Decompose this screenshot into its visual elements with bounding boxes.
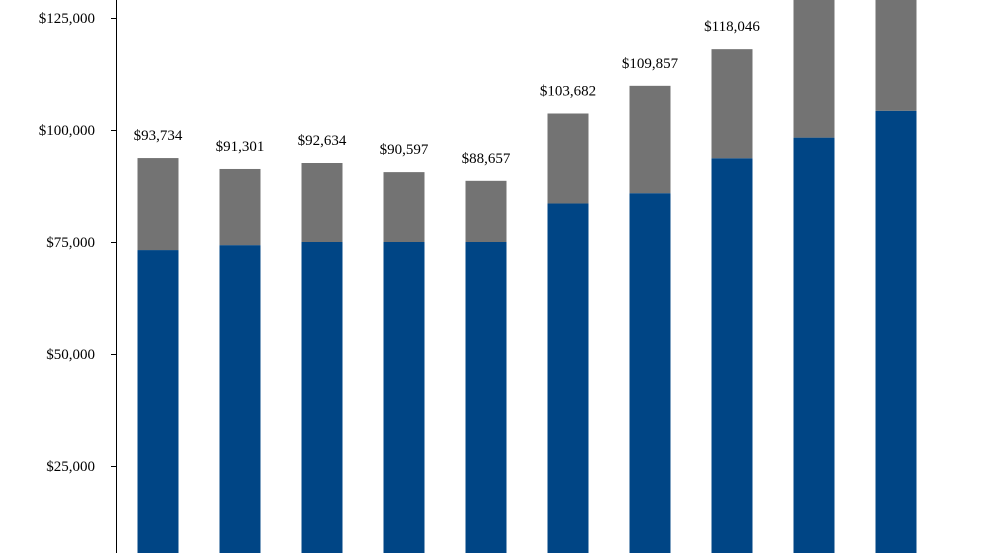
bar-segment-series-2: [793, 0, 835, 138]
data-labels-layer: $93,734 $91,301 $92,634 $90,597 $88,657 $103,…: [134, 19, 761, 167]
bars-layer: [137, 0, 917, 553]
y-tick-label: $100,000: [39, 123, 95, 139]
bar-total-label: $109,857: [622, 56, 679, 72]
bar-segment-series-2: [711, 49, 753, 159]
bar-total-label: $88,657: [462, 151, 511, 167]
bar-total-label: $103,682: [540, 84, 596, 100]
y-tick-label: $125,000: [39, 11, 95, 27]
y-axis: $25,000 $50,000 $75,000 $100,000 $125,000: [39, 0, 117, 553]
bar-total-label: $92,634: [298, 133, 347, 149]
bar-segment-series-2: [383, 172, 425, 242]
bar-segment-series-1: [875, 110, 917, 553]
bar-segment-series-1: [137, 250, 179, 553]
bar-segment-series-1: [219, 245, 261, 553]
bar-segment-series-2: [219, 168, 261, 246]
bar-segment-series-1: [629, 193, 671, 553]
bar-segment-series-2: [465, 180, 507, 242]
bar-segment-series-2: [301, 162, 343, 242]
bar-segment-series-1: [465, 242, 507, 553]
bar-total-label: $91,301: [216, 139, 265, 155]
bar-segment-series-1: [383, 242, 425, 553]
bar-segment-series-2: [629, 85, 671, 194]
y-tick-label: $25,000: [46, 459, 95, 475]
bar-segment-series-1: [711, 158, 753, 553]
bar-segment-series-2: [547, 113, 589, 204]
bar-segment-series-1: [547, 203, 589, 553]
bar-total-label: $90,597: [380, 142, 429, 158]
y-tick-label: $50,000: [46, 347, 95, 363]
bar-segment-series-2: [137, 158, 179, 251]
y-tick-label: $75,000: [46, 235, 95, 251]
bar-total-label: $93,734: [134, 128, 183, 144]
bar-segment-series-1: [301, 242, 343, 553]
bar-segment-series-2: [875, 0, 917, 111]
bar-total-label: $118,046: [704, 19, 760, 35]
bar-segment-series-1: [793, 137, 835, 553]
